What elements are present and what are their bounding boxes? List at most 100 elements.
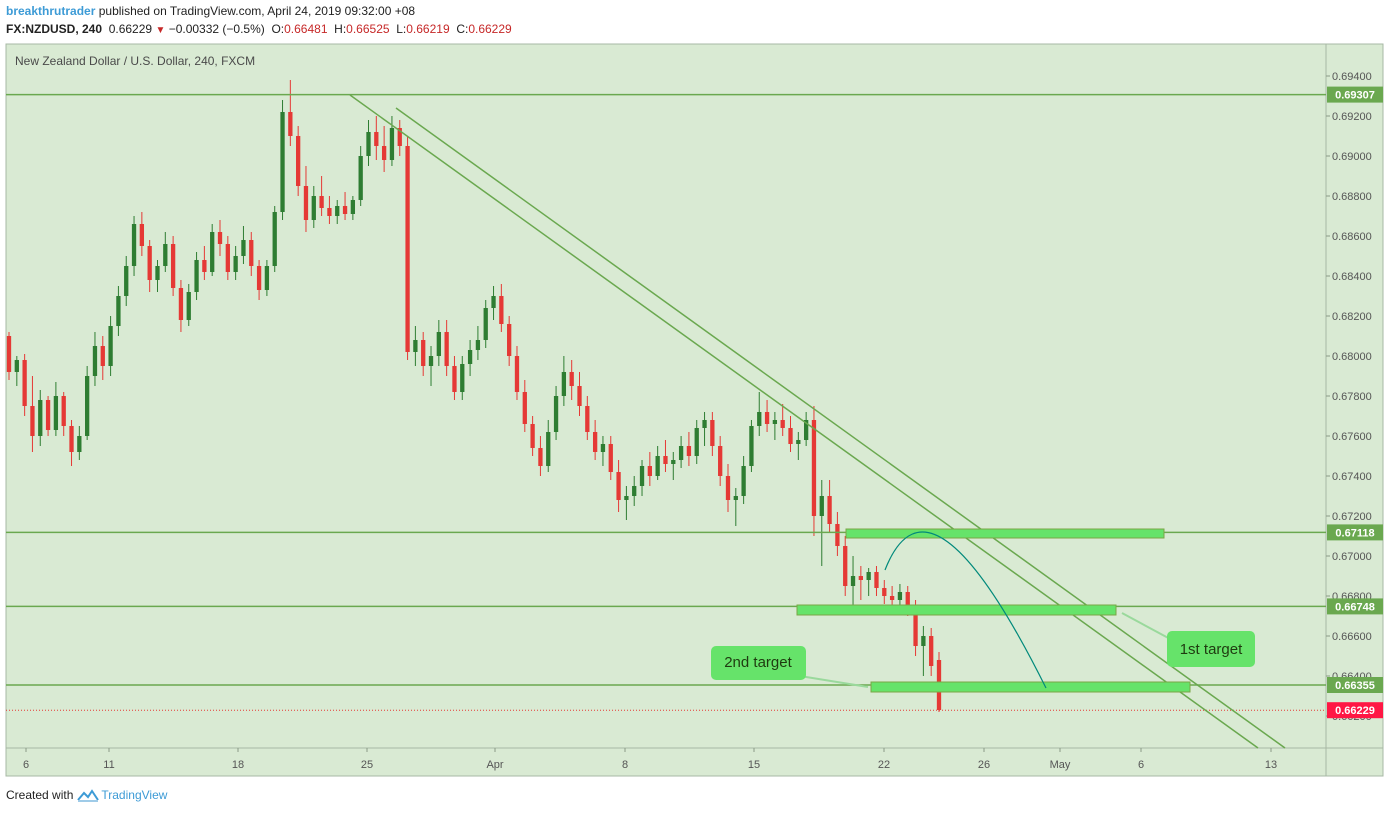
candle-body [381, 146, 387, 160]
candle-body [522, 392, 527, 424]
candle-body [22, 360, 27, 406]
trendline-lower[interactable] [349, 94, 1259, 749]
candle-body [131, 224, 137, 266]
candle-body [77, 436, 82, 452]
candle-body [671, 460, 676, 464]
zone-target[interactable] [870, 681, 1191, 693]
candle-body [421, 340, 426, 366]
target-zones[interactable] [796, 528, 1191, 693]
candle-body [116, 296, 121, 326]
time-tick-label: 6 [1138, 759, 1144, 771]
candle-body [170, 244, 176, 288]
callout-label-2nd: 2nd target [724, 654, 792, 671]
time-tick-label: 6 [23, 759, 29, 771]
candle-body [811, 420, 817, 516]
close-value: 0.66229 [468, 22, 512, 36]
candle-body [819, 496, 824, 516]
candle-body [483, 308, 488, 340]
candle-body [608, 444, 613, 472]
zone-resistance[interactable] [845, 528, 1165, 539]
candle-body [710, 420, 715, 446]
low-value: 0.66219 [406, 22, 450, 36]
zone-support[interactable] [796, 604, 1117, 616]
candle-body [718, 446, 723, 476]
candle-body [577, 386, 582, 406]
chart-title: New Zealand Dollar / U.S. Dollar, 240, F… [15, 54, 255, 68]
price-tick-label: 0.68400 [1332, 271, 1372, 283]
price-tick-label: 0.67400 [1332, 471, 1372, 483]
candle-body [61, 396, 66, 426]
price-tick-label: 0.69200 [1332, 111, 1372, 123]
candle-body [616, 472, 621, 500]
time-tick-label: May [1050, 759, 1071, 771]
callout-box-1st [1167, 631, 1255, 667]
candle-body [929, 636, 934, 666]
candle-body [467, 350, 473, 364]
trendline-upper[interactable] [395, 107, 1286, 749]
candle-body [147, 246, 152, 280]
candle-body [514, 356, 520, 392]
candle-body [882, 588, 887, 596]
candle-body [733, 496, 738, 500]
price-tick-label: 0.67000 [1332, 551, 1372, 563]
candle-body [303, 186, 309, 220]
candle-body [108, 326, 113, 366]
candle-body [507, 324, 512, 356]
candle-body [764, 412, 770, 424]
author-link[interactable]: breakthrutrader [6, 4, 96, 18]
price-tick-label: 0.68000 [1332, 351, 1372, 363]
candle-body [757, 412, 762, 426]
published-text: published on TradingView.com, April 24, … [98, 4, 416, 18]
time-tick-label: 25 [361, 759, 373, 771]
candle-body [788, 428, 793, 444]
price-tick-label: 0.67200 [1332, 511, 1372, 523]
candle-body [921, 636, 926, 646]
level-price-tag [1327, 598, 1383, 615]
candle-body [475, 340, 481, 350]
callout-label-1st: 1st target [1180, 641, 1243, 658]
callout-1st-target[interactable]: 1st target [1121, 612, 1255, 667]
open-value: 0.66481 [284, 22, 328, 36]
trendlines[interactable] [349, 94, 1286, 749]
candle-body [366, 132, 371, 156]
tradingview-link[interactable]: TradingView [101, 788, 168, 802]
candle-body [647, 466, 652, 476]
candle-body [624, 496, 629, 500]
candle-body [217, 232, 223, 244]
candle-body [264, 266, 270, 290]
candle-body [210, 232, 215, 272]
chart-frame [5, 43, 1384, 777]
candle-body [319, 196, 324, 208]
candle-body [460, 364, 465, 392]
candle-body [835, 524, 840, 546]
candle-body [702, 420, 707, 428]
candle-body [569, 372, 574, 386]
candle-body [796, 440, 801, 444]
chart-plot-area [6, 44, 1326, 748]
candle-body [428, 356, 434, 366]
candle-body [186, 292, 191, 320]
callout-2nd-target[interactable]: 2nd target [711, 646, 869, 688]
time-axis-ticks: 6 11 18 25 Apr 8 15 22 26 May 6 13 [23, 748, 1277, 771]
candle-body [678, 446, 684, 460]
candle-body [296, 136, 301, 186]
candle-body [725, 476, 731, 500]
candle-body [491, 296, 496, 308]
candle-body [350, 200, 356, 214]
candle-body [686, 446, 692, 456]
level-price-tag [1327, 677, 1383, 693]
candle-body [436, 332, 441, 356]
candle-body [843, 546, 848, 586]
candle-body [249, 240, 254, 266]
candle-body [803, 420, 809, 440]
candle-body [749, 426, 754, 466]
price-tick-label: 0.68600 [1332, 231, 1372, 243]
candle-body [600, 444, 606, 452]
candle-body [45, 400, 51, 430]
projection-curve[interactable] [884, 531, 1047, 689]
candle-body [30, 406, 35, 436]
candle-body [874, 572, 879, 588]
candle-body [585, 406, 590, 432]
low-label: L: [396, 22, 407, 36]
